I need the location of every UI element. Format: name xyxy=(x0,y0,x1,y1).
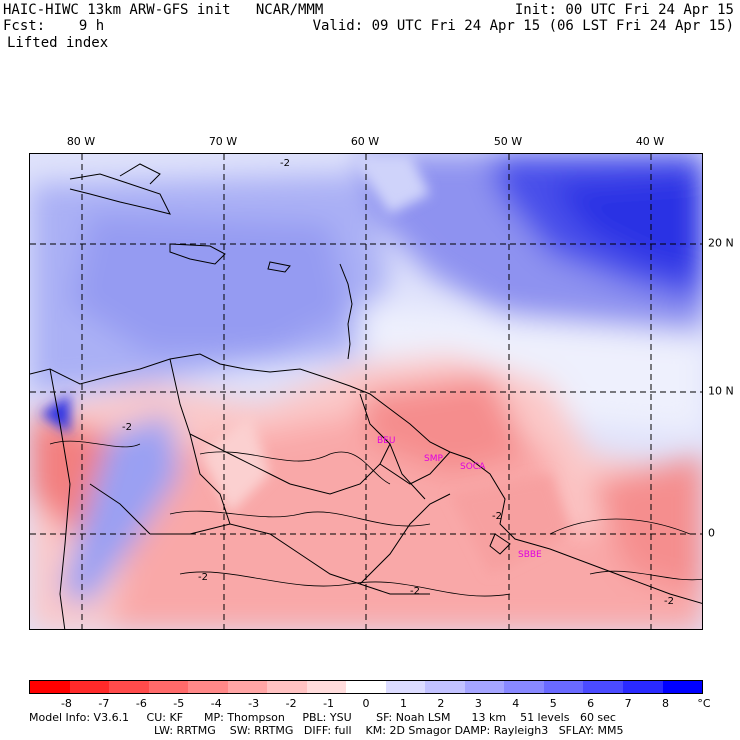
model-info-line1: Model Info: V3.6.1 CU: KF MP: Thompson P… xyxy=(29,711,616,724)
colorbar-label: 1 xyxy=(399,697,407,710)
colorbar-swatch xyxy=(267,681,307,693)
lon-label-70w: 70 W xyxy=(208,135,238,148)
colorbar-label: -1 xyxy=(323,697,335,710)
map-panel: -2 -2 -2 -2 -2 -2 BEU SMP SOCA SBBE xyxy=(29,153,703,630)
lat-label-0: 0 xyxy=(708,526,715,540)
lon-label-50w: 50 W xyxy=(493,135,523,148)
colorbar-swatch xyxy=(464,681,505,693)
colorbar-swatch xyxy=(109,681,149,693)
colorbar-swatch xyxy=(188,681,228,693)
colorbar-label: -4 xyxy=(210,697,222,710)
colorbar-swatch xyxy=(622,681,663,693)
colorbar-unit: °C xyxy=(697,697,711,710)
colorbar-swatch xyxy=(385,681,426,693)
colorbar-swatch xyxy=(148,681,189,693)
colorbar-label: 6 xyxy=(587,697,595,710)
colorbar-label: -5 xyxy=(173,697,185,710)
colorbar-label: 2 xyxy=(437,697,445,710)
lifted-index-field: -2 -2 -2 -2 -2 -2 BEU SMP SOCA SBBE xyxy=(30,154,702,629)
lat-label-20n: 20 N xyxy=(708,236,734,250)
map-title: HAIC-HIWC 13km ARW-GFS init NCAR/MMM xyxy=(3,2,324,18)
colorbar-label: -6 xyxy=(135,697,147,710)
model-info-line2: LW: RRTMG SW: RRTMG DIFF: full KM: 2D Sm… xyxy=(154,724,624,737)
colorbar-label: 7 xyxy=(624,697,632,710)
lon-label-60w: 60 W xyxy=(350,135,380,148)
colorbar-label: 8 xyxy=(662,697,670,710)
station-beu: BEU xyxy=(377,436,395,446)
contour-label: -2 xyxy=(198,572,208,583)
colorbar-label: -3 xyxy=(248,697,260,710)
forecast-hour: Fcst: 9 h xyxy=(3,18,105,34)
station-smp: SMP xyxy=(424,454,443,464)
lon-label-80w: 80 W xyxy=(66,135,96,148)
contour-label: -2 xyxy=(664,596,674,607)
colorbar-swatch xyxy=(583,681,623,693)
colorbar-label: 4 xyxy=(512,697,520,710)
field-name: Lifted index xyxy=(7,35,109,51)
colorbar-swatch xyxy=(425,681,465,693)
colorbar-label: 0 xyxy=(362,697,370,710)
colorbar-swatch xyxy=(504,681,544,693)
colorbar-swatch xyxy=(227,681,268,693)
colorbar-swatch xyxy=(30,681,70,693)
init-time: Init: 00 UTC Fri 24 Apr 15 xyxy=(514,2,734,18)
colorbar-label: -7 xyxy=(98,697,110,710)
contour-label: -2 xyxy=(492,511,502,522)
colorbar-label: 5 xyxy=(549,697,557,710)
colorbar-label: -8 xyxy=(60,697,72,710)
colorbar-swatch xyxy=(543,681,584,693)
contour-label: -2 xyxy=(410,586,420,597)
colorbar-swatch xyxy=(69,681,110,693)
valid-time: Valid: 09 UTC Fri 24 Apr 15 (06 LST Fri … xyxy=(312,18,734,34)
colorbar xyxy=(29,680,703,694)
colorbar-swatch xyxy=(662,681,703,693)
colorbar-swatch xyxy=(306,681,347,693)
contour-label: -2 xyxy=(280,158,290,169)
station-sbbe: SBBE xyxy=(518,550,542,560)
contour-label: -2 xyxy=(122,422,132,433)
colorbar-label: 3 xyxy=(474,697,482,710)
lat-label-10n: 10 N xyxy=(708,384,734,398)
colorbar-label: -2 xyxy=(285,697,297,710)
station-soca: SOCA xyxy=(460,462,486,472)
colorbar-swatch xyxy=(346,681,386,693)
lon-label-40w: 40 W xyxy=(635,135,665,148)
